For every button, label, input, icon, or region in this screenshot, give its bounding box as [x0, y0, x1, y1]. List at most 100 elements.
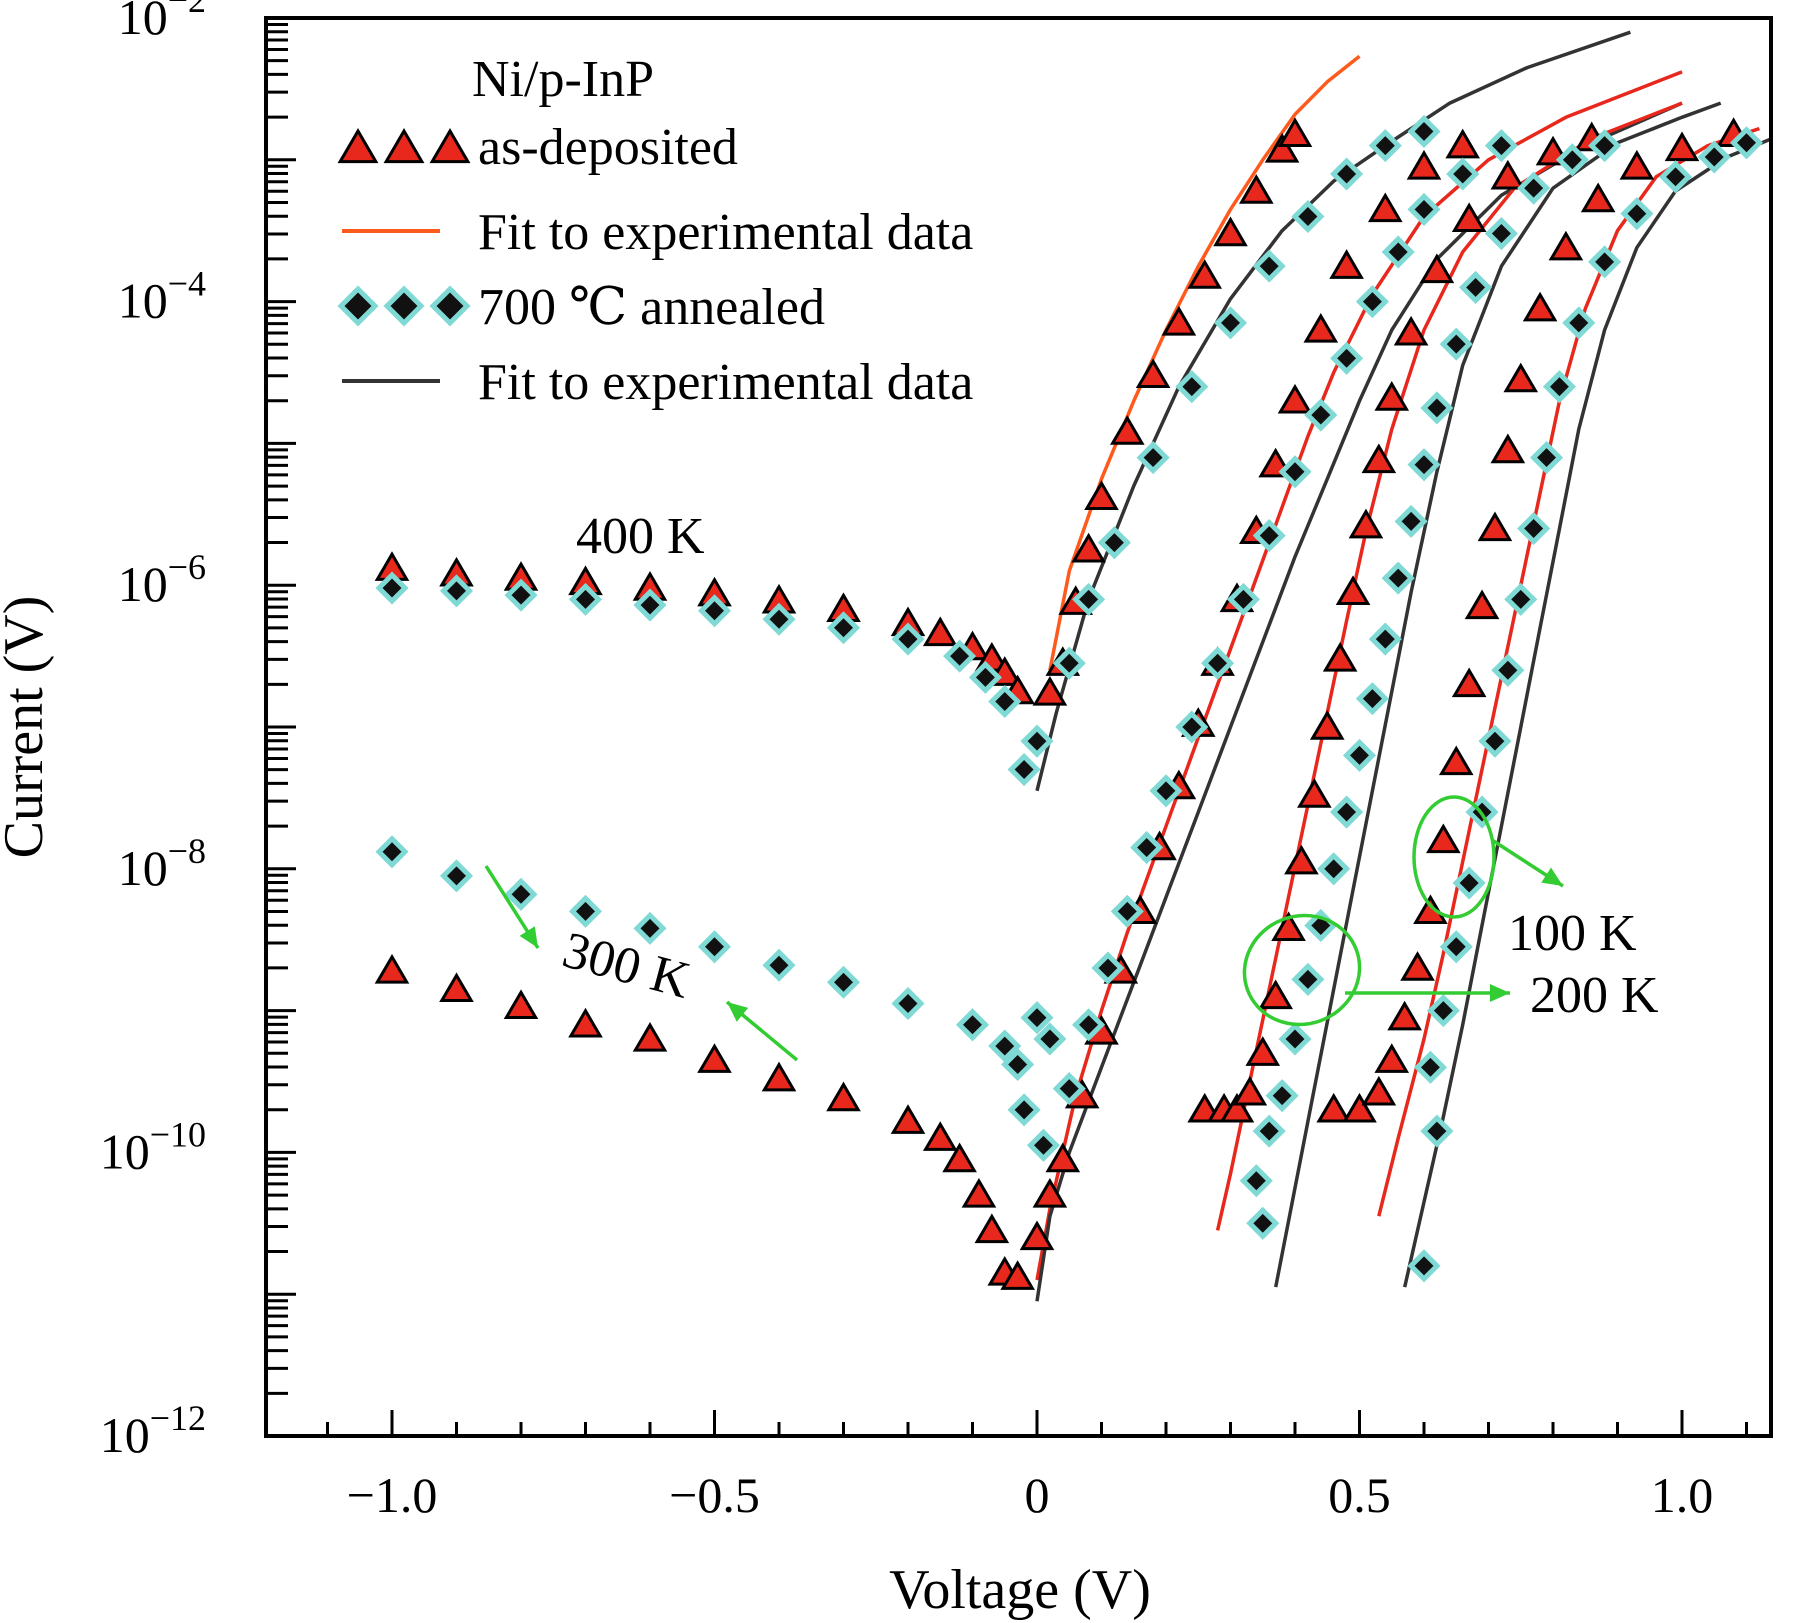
triangle-point	[922, 616, 958, 647]
y-tick-label: 10−2	[118, 0, 206, 45]
triangle-point	[1316, 1092, 1352, 1123]
triangle-point	[697, 1043, 732, 1073]
triangle-point	[1000, 1260, 1035, 1290]
x-axis-title: Voltage (V)	[889, 1559, 1151, 1621]
triangle-point	[922, 1121, 958, 1151]
arrow-head	[727, 1002, 749, 1022]
diamond-point	[988, 684, 1022, 719]
triangle-point	[1490, 433, 1526, 464]
legend-label: 700 ℃ annealed	[478, 279, 825, 336]
diamond-point	[1426, 994, 1460, 1028]
diamond-point	[1478, 724, 1512, 758]
triangle-point	[1109, 415, 1145, 445]
fit-curves	[1035, 30, 1771, 1302]
temperature-label: 300 K	[557, 922, 696, 1010]
triangle-point	[1019, 1220, 1055, 1251]
diamond-point	[1407, 1249, 1441, 1283]
y-tick-base: 10	[118, 0, 168, 45]
diamond-point	[1136, 441, 1170, 475]
diamond-point	[1149, 774, 1183, 808]
diamond-point	[1020, 1001, 1054, 1035]
triangle-point	[1329, 249, 1364, 279]
diamond-point	[1517, 511, 1551, 546]
diamond-point	[383, 285, 425, 327]
diamond-point	[1252, 1114, 1286, 1148]
y-tick-label: 10−12	[100, 1398, 206, 1463]
arrow-head	[1489, 984, 1510, 1002]
triangle-point	[1232, 1075, 1268, 1106]
diamond-point	[1201, 646, 1235, 680]
diamond-point	[375, 835, 409, 869]
triangle-point	[1445, 128, 1481, 159]
diamond-point	[1413, 1050, 1447, 1084]
diamond-point	[439, 574, 474, 608]
triangle-point	[1271, 911, 1306, 942]
y-tick-exponent: −6	[168, 547, 206, 587]
diamond-point	[1330, 795, 1364, 829]
x-tick-label: 0	[1025, 1467, 1050, 1523]
y-tick-base: 10	[100, 1407, 150, 1463]
diamond-point	[1484, 217, 1518, 251]
diamond-point	[1407, 448, 1441, 482]
y-tick-base: 10	[100, 1123, 150, 1179]
diamond-point	[1304, 398, 1338, 432]
diamond-point	[1110, 894, 1144, 928]
diamond-point	[1452, 866, 1486, 900]
diamond-point	[1542, 370, 1576, 404]
diamond-point	[633, 911, 667, 945]
temperature-label: 400 K	[576, 508, 705, 565]
diamond-point	[1072, 1008, 1106, 1042]
diamond-point	[1504, 582, 1538, 616]
triangle-point	[1413, 894, 1448, 925]
legend-label: as-deposited	[478, 119, 738, 176]
diamond-point	[1226, 582, 1260, 616]
diamond-point	[1097, 526, 1131, 560]
fit-line	[1402, 137, 1771, 1288]
triangle-point	[1406, 149, 1442, 180]
diamond-point	[1265, 1079, 1299, 1113]
diamond-point	[1033, 1022, 1067, 1056]
triangle-point	[974, 1213, 1010, 1244]
triangle-point	[1045, 1142, 1081, 1173]
y-tick-base: 10	[118, 273, 168, 329]
arrow-head	[519, 926, 538, 948]
diamond-point	[1381, 561, 1415, 595]
y-tick-exponent: −12	[150, 1398, 206, 1438]
triangle-point	[1238, 174, 1274, 204]
triangle-point	[1071, 532, 1106, 563]
diamond-point	[1420, 391, 1454, 425]
triangle-point	[503, 989, 539, 1020]
diamond-point	[1439, 930, 1473, 964]
axis-ticks: −1.0 −0.5 0 0.5 1.010−1210−1010−810−610−410−…	[100, 0, 1748, 1523]
y-tick-label: 10−8	[118, 831, 206, 896]
diamond-point	[1130, 830, 1164, 865]
triangle-point	[1451, 202, 1487, 233]
triangle-point	[761, 1061, 797, 1092]
diamond-point	[568, 894, 603, 928]
y-tick-exponent: −8	[168, 831, 206, 871]
triangle-point	[1477, 511, 1513, 542]
temperature-label: 200 K	[1530, 967, 1659, 1024]
temperature-label: 100 K	[1508, 905, 1637, 962]
diamond-point	[1239, 1164, 1273, 1198]
triangle-point	[1258, 979, 1293, 1010]
x-tick-label: −0.5	[669, 1467, 760, 1523]
diamond-point	[337, 285, 379, 327]
diamond-point	[1620, 197, 1654, 231]
diamond-point	[988, 1029, 1022, 1063]
diamond-point	[1052, 1072, 1086, 1106]
legend-label: Fit to experimental data	[478, 204, 973, 261]
triangle-point	[1522, 291, 1558, 322]
diamond-point	[1446, 157, 1480, 191]
triangle-point	[568, 1007, 603, 1038]
y-tick-exponent: −10	[150, 1114, 206, 1154]
diamond-point	[1278, 455, 1312, 489]
diamond-point	[1278, 1022, 1312, 1056]
diamond-point	[1246, 1206, 1280, 1240]
triangle-point	[1490, 159, 1526, 190]
y-tick-base: 10	[118, 556, 168, 612]
diamond-point	[1588, 245, 1622, 279]
diamond-point	[891, 622, 925, 656]
triangle-point	[1619, 149, 1655, 180]
diamond-point	[826, 965, 861, 999]
